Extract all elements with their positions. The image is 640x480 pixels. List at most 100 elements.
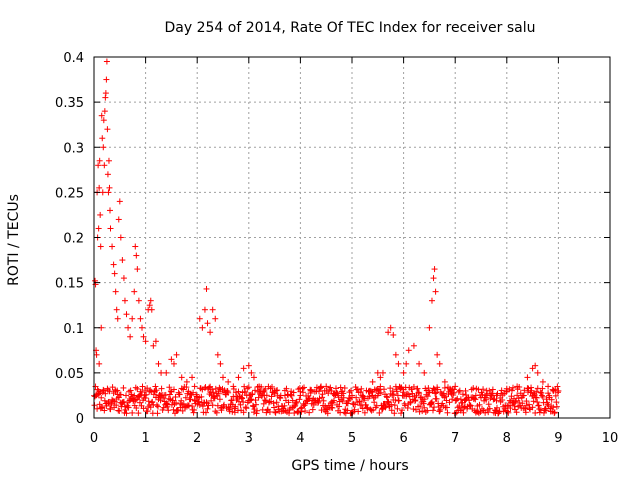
x-tick-label: 3 [245,431,253,446]
data-point [382,404,389,411]
data-point [216,396,223,403]
data-point [379,369,386,376]
data-point [550,404,557,411]
x-tick-label: 9 [554,431,562,446]
data-point [261,387,268,394]
data-point [146,302,153,309]
data-point [203,399,210,406]
data-point [513,409,520,416]
data-point [232,389,239,396]
data-point [454,395,461,402]
data-point [441,378,448,385]
data-point [357,389,364,396]
data-point [262,397,269,404]
data-point [472,396,479,403]
data-point [155,360,162,367]
data-point [485,401,492,408]
data-point [129,409,136,416]
data-point [100,144,107,151]
x-tick-label: 2 [193,431,201,446]
data-point [170,360,177,367]
data-point [503,387,510,394]
data-point [377,374,384,381]
data-point [103,58,110,65]
data-point [204,320,211,327]
data-point [99,189,106,196]
data-point [351,406,358,413]
data-point [258,392,265,399]
data-point [318,383,325,390]
data-point [253,401,260,408]
data-point [323,383,330,390]
data-point [460,404,467,411]
data-point [173,351,180,358]
data-point [96,157,103,164]
data-point [515,395,522,402]
data-point [203,285,210,292]
data-point [480,386,487,393]
data-point [142,338,149,345]
data-point [430,385,437,392]
data-point [221,401,228,408]
data-point [416,360,423,367]
data-point [173,399,180,406]
data-point [446,399,453,406]
data-point [209,402,216,409]
data-point [534,369,541,376]
data-point [388,401,395,408]
data-point [237,401,244,408]
data-point [220,403,227,410]
data-point [416,408,423,415]
data-point [189,374,196,381]
data-point [380,386,387,393]
data-point [127,333,134,340]
y-tick-label: 0.35 [55,96,84,111]
data-point [143,391,150,398]
data-point [191,406,198,413]
data-point [125,324,132,331]
data-point [319,391,326,398]
data-point [183,384,190,391]
data-point [140,405,147,412]
data-point [543,396,550,403]
data-point [416,390,423,397]
data-point [93,351,100,358]
data-point [138,324,145,331]
data-point [102,390,109,397]
y-tick-label: 0.3 [63,141,84,156]
y-tick-label: 0.15 [55,277,84,292]
data-point [414,385,421,392]
data-point [106,207,113,214]
data-point [353,394,360,401]
data-point [390,331,397,338]
data-point [289,397,296,404]
data-point [201,306,208,313]
data-point [131,288,138,295]
data-point [199,324,206,331]
data-point [366,393,373,400]
data-point [285,399,292,406]
data-point [514,383,521,390]
data-point [483,392,490,399]
data-point [432,288,439,295]
data-point [388,407,395,414]
data-point [430,407,437,414]
data-point [132,243,139,250]
data-point [539,378,546,385]
data-point [272,409,279,416]
data-point [443,397,450,404]
data-point [551,410,558,417]
data-point [100,387,107,394]
data-point [430,275,437,282]
data-point [178,397,185,404]
data-point [248,369,255,376]
data-point [97,243,104,250]
data-point [119,257,126,264]
data-point [397,385,404,392]
data-point [98,404,105,411]
data-point [307,387,314,394]
data-point [554,383,561,390]
data-point [532,362,539,369]
data-point [99,135,106,142]
data-point [225,389,232,396]
